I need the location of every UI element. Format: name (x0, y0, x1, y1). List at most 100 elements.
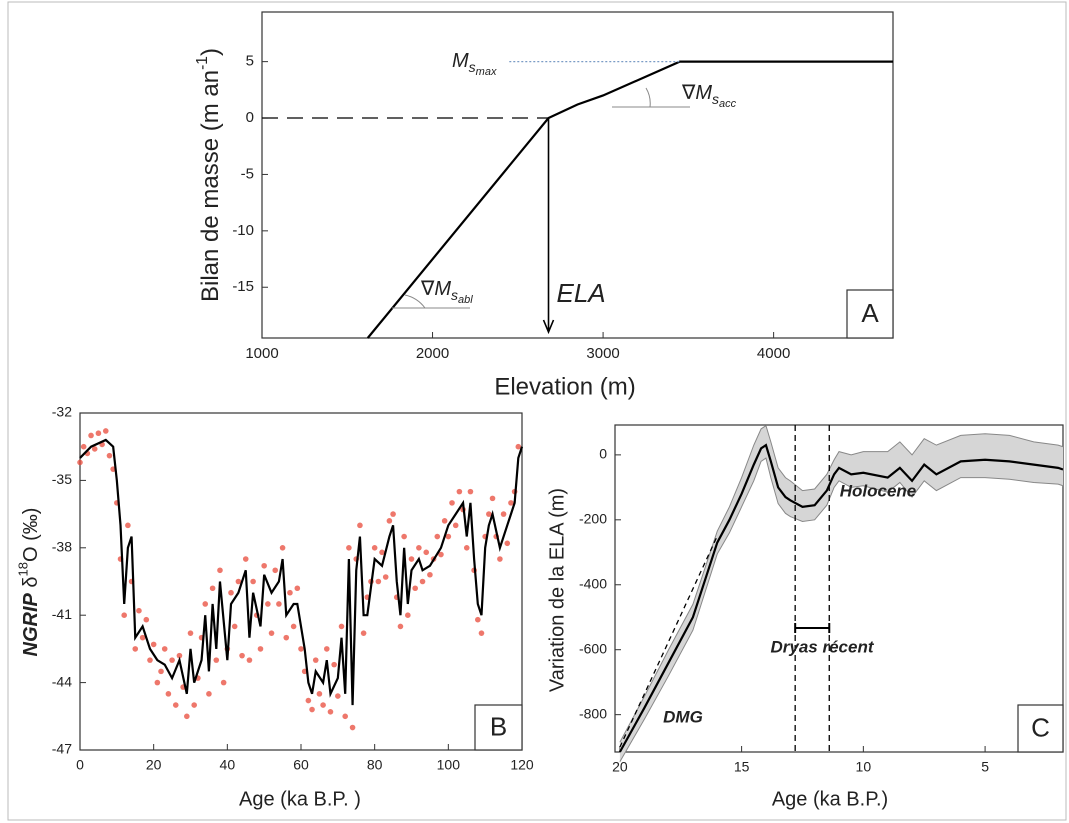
data-point (390, 511, 396, 517)
y-axis-title: Bilan de masse (m an-1) (194, 48, 224, 302)
data-point (257, 646, 264, 652)
x-tick-label: 10 (856, 759, 872, 775)
data-point (165, 691, 172, 697)
data-point (231, 623, 238, 630)
panel-label-box (474, 704, 523, 751)
data-point (382, 574, 389, 580)
band-edge (619, 424, 1064, 743)
data-point (489, 495, 496, 502)
x-tick-label: 120 (510, 757, 534, 773)
x-axis-title: Age (ka B.P. ) (239, 788, 361, 810)
x-tick-label: 15 (734, 759, 750, 775)
data-point (143, 616, 150, 623)
data-point (209, 585, 216, 592)
data-point (327, 709, 334, 715)
data-point (463, 545, 470, 551)
data-point (379, 549, 385, 556)
data-line (79, 438, 524, 706)
annotation-part: acc (719, 98, 737, 110)
data-point (294, 585, 301, 592)
y-tick-label: 5 (246, 53, 254, 70)
data-point (272, 567, 279, 574)
data-point (467, 488, 474, 495)
plot-frame (261, 11, 894, 339)
data-point (150, 641, 157, 648)
data-point (401, 533, 407, 540)
data-point (500, 511, 507, 517)
y-axis-title-part: NGRIP (20, 592, 42, 656)
data-point (456, 488, 463, 495)
annotation-part: max (476, 66, 497, 78)
data-point (242, 556, 249, 562)
data-point (346, 545, 352, 551)
data-point (331, 661, 337, 668)
ela-arrow (542, 118, 555, 335)
plot-frame (79, 412, 523, 751)
data-point (316, 691, 323, 697)
y-tick-label: -47 (52, 741, 72, 757)
data-point (357, 522, 363, 529)
y-tick-label: -35 (52, 471, 72, 487)
data-point (508, 500, 514, 506)
data-point (434, 533, 441, 540)
x-tick-label: 20 (146, 757, 162, 773)
y-tick-label: 0 (599, 446, 607, 462)
data-point (77, 459, 83, 466)
y-tick-label: 0 (246, 109, 254, 126)
y-tick-label: -38 (52, 539, 72, 555)
y-tick-label: -15 (232, 278, 254, 295)
data-point (80, 443, 87, 450)
data-point (486, 511, 492, 517)
y-axis-title: NGRIP δ18O (‰) (16, 508, 42, 657)
x-tick-label: 3000 (586, 345, 619, 362)
data-point (478, 630, 485, 636)
y-tick-label: -200 (579, 511, 607, 527)
data-point (475, 616, 481, 623)
slope-guide (612, 87, 690, 108)
data-point (338, 623, 345, 630)
y-axis-title-part: -1 (194, 56, 211, 70)
y-tick-label: -32 (52, 404, 72, 420)
y-tick-label: -44 (52, 673, 72, 689)
data-point (172, 702, 179, 708)
span-arrow (794, 623, 831, 633)
data-point (158, 668, 164, 675)
data-point (335, 693, 341, 699)
data-point (438, 551, 444, 558)
x-tick-label: 5 (981, 759, 989, 775)
data-point (342, 713, 349, 720)
data-line (366, 60, 893, 339)
data-point (268, 630, 275, 636)
data-point (283, 634, 290, 641)
data-point (125, 522, 131, 529)
data-point (408, 556, 415, 562)
band-edge (619, 457, 1064, 762)
data-point (91, 446, 98, 452)
data-point (246, 657, 253, 663)
annotation-part: s (451, 287, 458, 303)
panel-label: C (1031, 712, 1050, 742)
annotation: Msmax (452, 50, 497, 78)
annotation-part: s (712, 91, 719, 107)
y-axis-title-part: δ (20, 576, 42, 593)
y-tick-label: -800 (579, 705, 607, 721)
x-tick-label: 1000 (245, 345, 278, 362)
data-point (102, 428, 109, 434)
data-point (323, 646, 330, 652)
data-point (265, 601, 271, 607)
data-point (405, 612, 411, 618)
y-axis-title-part: ) (197, 48, 224, 56)
data-point (386, 518, 393, 524)
data-point (250, 578, 256, 585)
x-tick-label: 60 (293, 757, 309, 773)
x-tick-label: 2000 (416, 345, 449, 362)
panel-label-box (1017, 704, 1064, 753)
annotation-part: abl (458, 294, 473, 306)
data-point (106, 452, 113, 459)
data-point (228, 589, 234, 596)
y-axis-title-part: O (‰) (20, 508, 42, 562)
data-point (176, 652, 183, 659)
annotation: Dryas récent (770, 637, 874, 656)
ela-label: ELA (557, 278, 606, 308)
